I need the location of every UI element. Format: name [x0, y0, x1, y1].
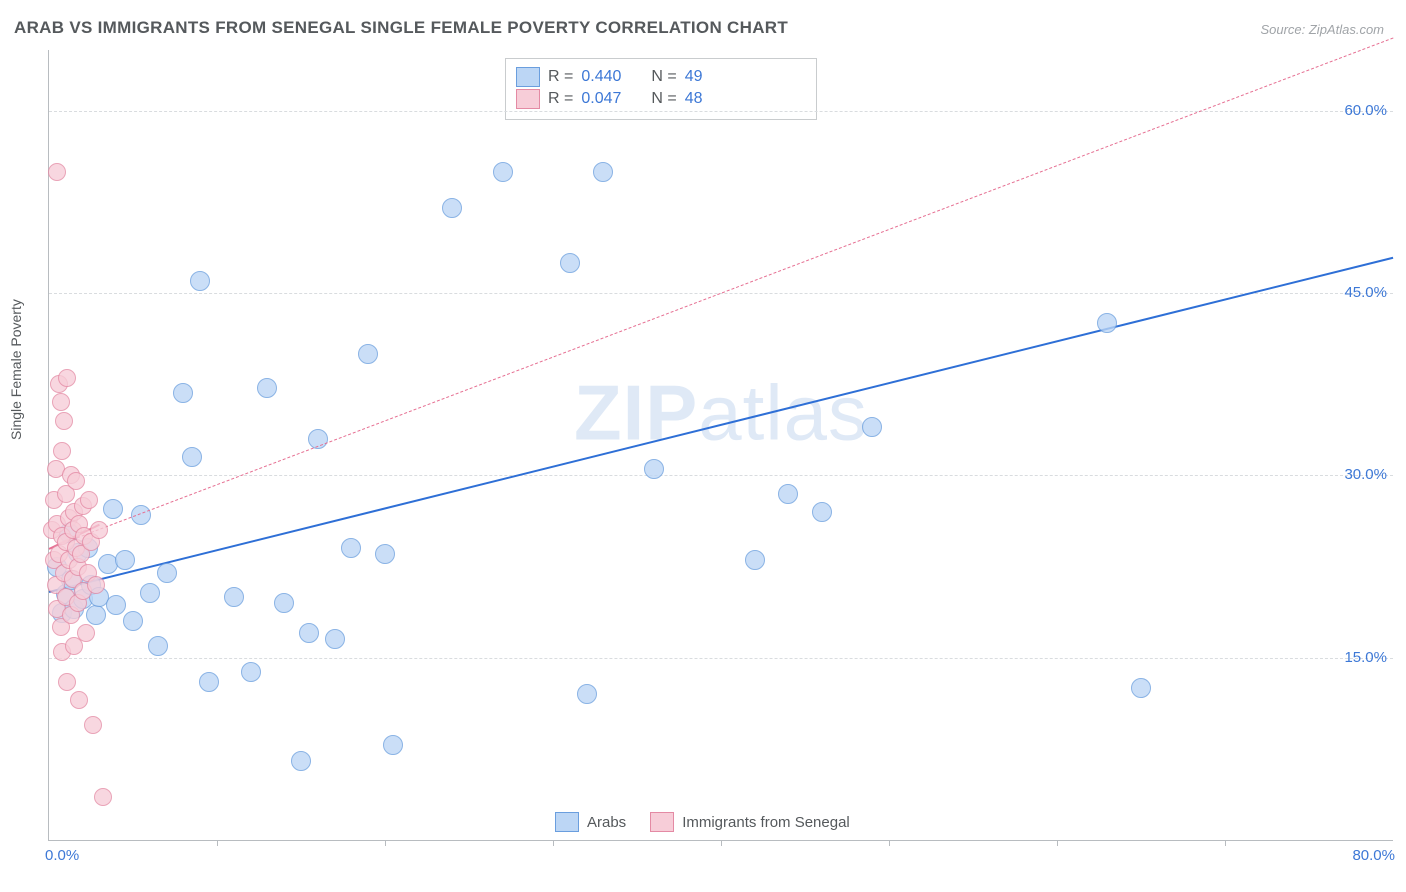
data-point — [84, 716, 102, 734]
data-point — [375, 544, 395, 564]
data-point — [577, 684, 597, 704]
swatch-senegal — [516, 89, 540, 109]
data-point — [190, 271, 210, 291]
x-tick — [385, 840, 386, 846]
x-axis-max-label: 80.0% — [1352, 847, 1395, 864]
gridline — [49, 111, 1393, 112]
x-tick — [553, 840, 554, 846]
data-point — [812, 502, 832, 522]
swatch-senegal-icon — [650, 812, 674, 832]
x-axis-min-label: 0.0% — [45, 847, 79, 864]
data-point — [70, 691, 88, 709]
series-legend: Arabs Immigrants from Senegal — [549, 810, 856, 834]
gridline — [49, 658, 1393, 659]
data-point — [87, 576, 105, 594]
data-point — [341, 538, 361, 558]
scatter-plot-area: ZIPatlas R = 0.440 N = 49 R = 0.047 N = … — [48, 50, 1393, 841]
data-point — [862, 417, 882, 437]
data-point — [53, 442, 71, 460]
data-point — [182, 447, 202, 467]
data-point — [257, 378, 277, 398]
data-point — [157, 563, 177, 583]
y-tick-label: 60.0% — [1344, 102, 1387, 119]
data-point — [644, 459, 664, 479]
y-axis-label: Single Female Poverty — [8, 299, 24, 440]
data-point — [148, 636, 168, 656]
x-tick — [889, 840, 890, 846]
data-point — [123, 611, 143, 631]
data-point — [325, 629, 345, 649]
data-point — [86, 605, 106, 625]
data-point — [90, 521, 108, 539]
data-point — [1131, 678, 1151, 698]
data-point — [80, 491, 98, 509]
data-point — [140, 583, 160, 603]
y-tick-label: 45.0% — [1344, 284, 1387, 301]
data-point — [593, 162, 613, 182]
y-tick-label: 30.0% — [1344, 466, 1387, 483]
data-point — [58, 673, 76, 691]
gridline — [49, 475, 1393, 476]
data-point — [493, 162, 513, 182]
data-point — [560, 253, 580, 273]
data-point — [103, 499, 123, 519]
data-point — [778, 484, 798, 504]
data-point — [383, 735, 403, 755]
data-point — [745, 550, 765, 570]
x-tick — [721, 840, 722, 846]
y-tick-label: 15.0% — [1344, 649, 1387, 666]
data-point — [199, 672, 219, 692]
data-point — [58, 369, 76, 387]
data-point — [291, 751, 311, 771]
data-point — [52, 393, 70, 411]
data-point — [67, 472, 85, 490]
data-point — [115, 550, 135, 570]
data-point — [55, 412, 73, 430]
legend-item-arabs: Arabs — [555, 812, 626, 832]
data-point — [77, 624, 95, 642]
x-tick — [1057, 840, 1058, 846]
watermark-text: ZIPatlas — [574, 368, 868, 459]
data-point — [1097, 313, 1117, 333]
chart-title: ARAB VS IMMIGRANTS FROM SENEGAL SINGLE F… — [14, 18, 788, 38]
data-point — [299, 623, 319, 643]
source-credit: Source: ZipAtlas.com — [1260, 22, 1384, 37]
data-point — [358, 344, 378, 364]
data-point — [224, 587, 244, 607]
legend-item-senegal: Immigrants from Senegal — [650, 812, 850, 832]
data-point — [94, 788, 112, 806]
swatch-arabs-icon — [555, 812, 579, 832]
legend-row-senegal: R = 0.047 N = 48 — [516, 89, 806, 109]
data-point — [173, 383, 193, 403]
data-point — [48, 163, 66, 181]
x-tick — [217, 840, 218, 846]
swatch-arabs — [516, 67, 540, 87]
legend-row-arabs: R = 0.440 N = 49 — [516, 67, 806, 87]
data-point — [106, 595, 126, 615]
x-tick — [1225, 840, 1226, 846]
data-point — [241, 662, 261, 682]
data-point — [274, 593, 294, 613]
trend-line — [49, 257, 1393, 593]
data-point — [442, 198, 462, 218]
